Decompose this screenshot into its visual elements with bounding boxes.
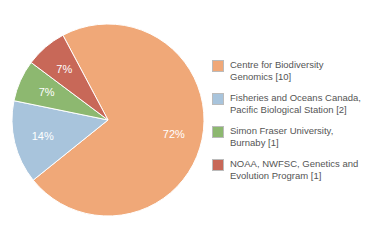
svg-text:72%: 72% [163,128,185,140]
svg-text:7%: 7% [39,86,55,98]
html-text:NOAA, NWFSC, Genetics and: NOAA, NWFSC, Genetics and [230,157,359,169]
html-text:Evolution Program [1]: Evolution Program [1] [230,169,322,181]
html-text:Fisheries and Oceans Canada,: Fisheries and Oceans Canada, [230,91,361,103]
html-text:Centre for Biodiversity: Centre for Biodiversity [230,58,324,70]
svg-text:7%: 7% [56,63,72,75]
html-text:Pacific Biological Station [2]: Pacific Biological Station [2] [230,103,347,115]
html-text:Genomics [10]: Genomics [10] [230,70,292,82]
svg-text:14%: 14% [32,130,54,142]
html-text:Burnaby [1]: Burnaby [1] [230,136,279,148]
html-text:Simon Fraser University,: Simon Fraser University, [230,124,334,136]
